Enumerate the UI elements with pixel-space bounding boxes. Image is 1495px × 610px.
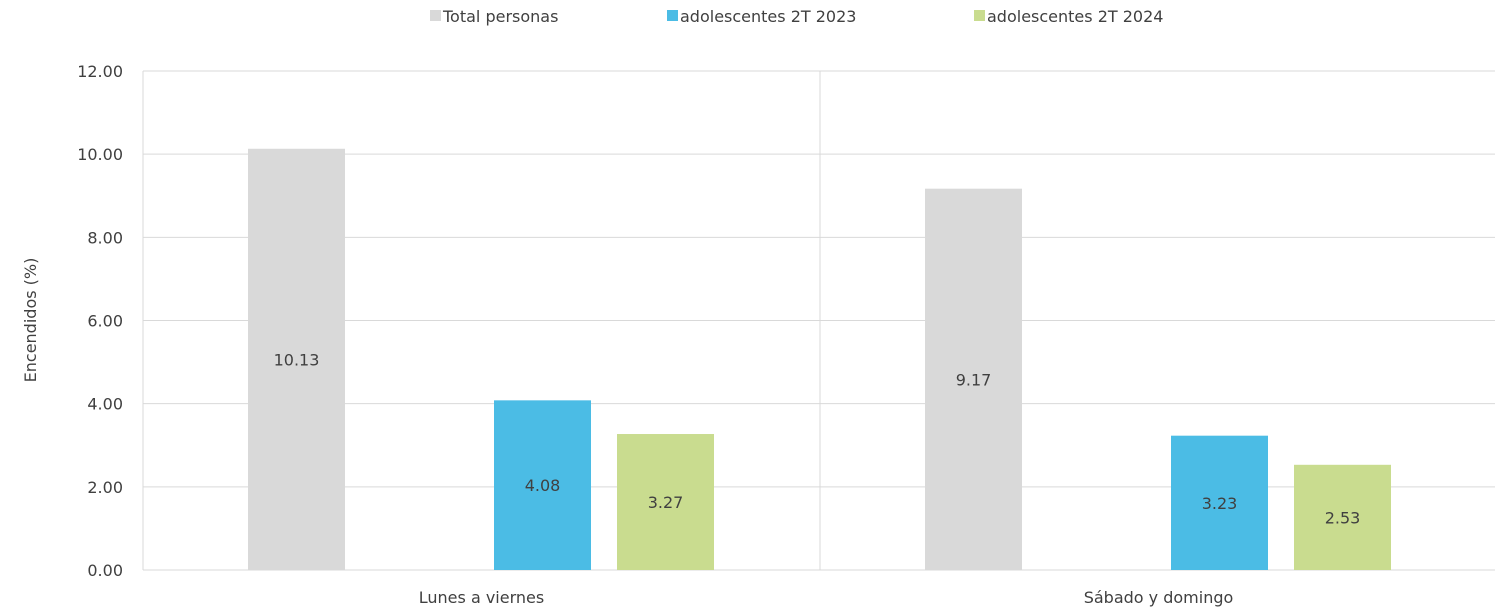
y-axis-title: Encendidos (%) [21,258,40,383]
y-axis-tick-labels: 0.00 2.00 4.00 6.00 8.00 10.00 12.00 [77,62,123,580]
bars [248,148,1391,570]
bar [1294,464,1391,570]
legend-swatch [974,10,985,21]
x-category-label: Sábado y domingo [1084,588,1234,607]
legend-item: adolescentes 2T 2024 [974,7,1163,26]
y-tick-label: 12.00 [77,62,123,81]
legend-label: Total personas [442,7,558,26]
legend-label: adolescentes 2T 2023 [680,7,856,26]
x-category-label: Lunes a viernes [419,588,544,607]
y-tick-label: 0.00 [87,561,123,580]
data-label: 2.53 [1325,508,1361,527]
data-label: 3.27 [648,493,684,512]
legend-swatch [430,10,441,21]
bar [617,434,714,570]
y-tick-label: 2.00 [87,478,123,497]
data-label: 9.17 [956,370,992,389]
y-tick-label: 4.00 [87,395,123,414]
bar [248,148,345,570]
legend-swatch [667,10,678,21]
legend-item: Total personas [430,7,558,26]
legend-item: adolescentes 2T 2023 [667,7,856,26]
data-label: 3.23 [1202,494,1238,513]
y-tick-label: 10.00 [77,145,123,164]
data-labels: 10.13 4.08 3.27 9.17 3.23 2.53 [274,350,1361,527]
gridlines [143,70,1495,571]
legend: Total personas adolescentes 2T 2023 adoles… [430,7,1163,26]
bar [925,188,1022,570]
data-label: 10.13 [274,350,320,369]
x-axis-category-labels: Lunes a viernes Sábado y domingo [419,588,1234,607]
bar [494,400,591,570]
bar [1171,435,1268,570]
data-label: 4.08 [525,476,561,495]
y-tick-label: 8.00 [87,228,123,247]
category-separators [142,71,821,570]
legend-label: adolescentes 2T 2024 [987,7,1163,26]
y-tick-label: 6.00 [87,312,123,331]
